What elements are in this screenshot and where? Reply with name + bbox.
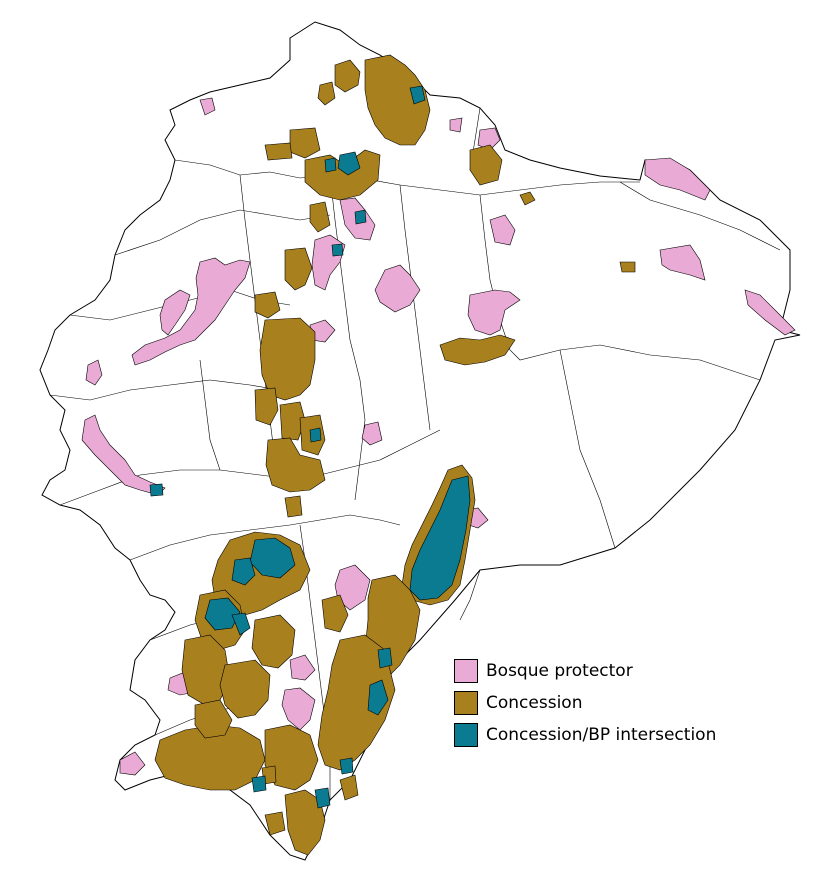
intersection-area [324,157,337,173]
intersection-area [204,597,241,631]
bp-area [477,127,501,151]
concession-area [439,334,516,366]
intersection-areas [149,85,471,809]
legend-item-bosque-protector: Bosque protector [454,655,716,687]
intersection-area [354,209,367,225]
concession-area [339,774,359,801]
legend-label: Concession/BP intersection [486,725,717,745]
concession-area [219,659,271,719]
intersection-area [409,85,426,105]
bp-area [159,289,191,336]
concession-area [284,789,326,856]
concession-area [254,387,279,426]
bp-area [199,97,216,116]
concession-area [265,437,326,493]
concession-area [264,811,286,836]
map-legend: Bosque protector Concession Concession/B… [454,655,716,751]
intersection-area [149,483,164,497]
bp-area [659,244,706,281]
bp-area [489,214,516,246]
bp-area [467,289,521,336]
concession-swatch [454,691,478,715]
concession-area [309,201,331,233]
bp-area [334,564,371,611]
intersection-area [337,151,361,176]
bp-area [131,257,251,366]
intersection-area [367,679,389,716]
bp-area [85,359,103,386]
intersection-swatch [454,723,478,747]
concession-area [264,142,293,161]
bp-area [361,421,383,446]
concession-area [469,144,503,186]
bp-area [644,157,711,201]
concession-area [259,317,316,401]
bosque-protector-areas [81,97,796,776]
intersection-area [231,557,256,586]
concession-area [364,54,431,146]
intersection-area [409,475,471,601]
bp-area [374,264,421,313]
bp-area [289,654,316,681]
bp-area [744,289,796,336]
concession-area [284,247,313,291]
intersection-area [309,427,322,443]
bosque-protector-swatch [454,659,478,683]
legend-label: Bosque protector [486,661,633,681]
concession-area [317,81,336,106]
bp-area [119,751,146,776]
legend-label: Concession [486,693,583,713]
bp-area [281,687,316,731]
legend-item-intersection: Concession/BP intersection [454,719,716,751]
intersection-area [339,757,354,775]
legend-item-concession: Concession [454,687,716,719]
bp-area [81,414,166,496]
concession-area [321,594,349,633]
intersection-area [331,243,344,257]
concession-area [519,191,536,206]
intersection-area [377,647,393,669]
intersection-area [251,775,267,793]
bp-area [449,117,463,133]
concession-area [254,291,281,319]
intersection-area [231,612,251,636]
intersection-area [314,787,331,809]
concession-area [284,495,303,518]
concession-area [334,59,361,93]
concession-area [251,614,296,669]
concession-area [194,699,233,739]
concession-area [619,261,636,273]
